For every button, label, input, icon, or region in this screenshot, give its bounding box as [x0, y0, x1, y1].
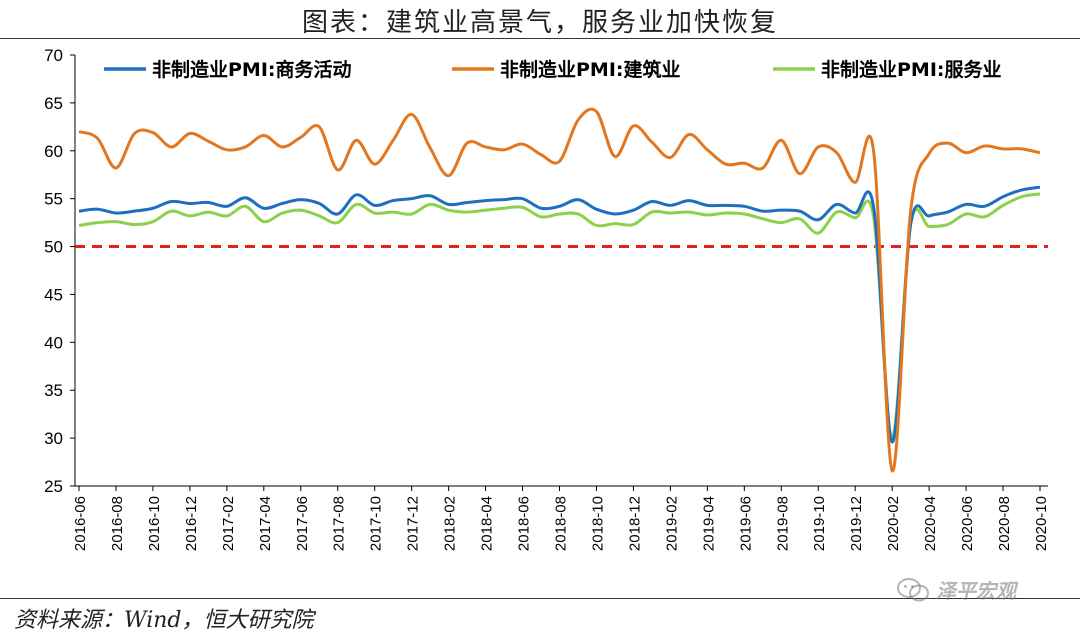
y-tick-label: 55	[44, 190, 63, 209]
x-tick-label: 2018-08	[553, 496, 570, 551]
y-tick-label: 60	[44, 142, 63, 161]
x-tick-label: 2017-10	[368, 496, 385, 551]
watermark: 泽平宏观	[896, 575, 1016, 604]
x-tick-label: 2018-10	[589, 496, 606, 551]
x-tick-label: 2017-12	[405, 496, 422, 551]
x-tick-label: 2018-02	[442, 496, 459, 551]
y-tick-label: 30	[44, 429, 63, 448]
series-line-services	[78, 192, 1041, 439]
x-tick-label: 2017-08	[331, 496, 348, 551]
x-tick-label: 2017-04	[257, 496, 274, 551]
x-tick-label: 2020-02	[885, 496, 902, 551]
x-tick-label: 2018-06	[516, 496, 533, 551]
y-tick-label: 50	[44, 238, 63, 257]
x-tick-label: 2019-06	[737, 496, 754, 551]
x-tick-label: 2017-06	[294, 496, 311, 551]
x-tick-label: 2020-08	[996, 496, 1013, 551]
title-divider	[0, 38, 1080, 39]
legend-label-business-activity: 非制造业PMI:商务活动	[152, 58, 352, 81]
x-tick-label: 2019-12	[848, 496, 865, 551]
x-tick-label: 2016-10	[146, 496, 163, 551]
y-tick-label: 25	[44, 477, 63, 496]
y-tick-label: 45	[44, 285, 63, 304]
x-tick-label: 2020-06	[959, 496, 976, 551]
x-tick-label: 2020-10	[1033, 496, 1050, 551]
x-tick-label: 2019-02	[663, 496, 680, 551]
x-tick-label: 2018-04	[479, 496, 496, 551]
x-tick-label: 2016-08	[109, 496, 126, 551]
pmi-line-chart: 25 30 35 40 45 50 55 60 65 70 2016-06 2016-08 2016-1…	[44, 46, 1050, 551]
legend-label-services: 非制造业PMI:服务业	[821, 58, 1002, 81]
y-tick-label: 70	[44, 46, 63, 65]
y-tick-label: 35	[44, 381, 63, 400]
watermark-text: 泽平宏观	[936, 579, 1016, 603]
y-tick-label: 65	[44, 94, 63, 113]
x-tick-label: 2018-12	[626, 496, 643, 551]
source-divider	[0, 598, 1080, 599]
wechat-icon	[897, 577, 929, 601]
x-tick-label: 2016-06	[72, 496, 89, 551]
x-tick-label: 2020-04	[922, 496, 939, 551]
source-note: 资料来源：Wind，恒大研究院	[14, 608, 314, 633]
legend-label-construction: 非制造业PMI:建筑业	[500, 58, 681, 81]
x-tick-label: 2019-10	[811, 496, 828, 551]
x-tick-label: 2016-12	[183, 496, 200, 551]
x-tick-label: 2019-08	[774, 496, 791, 551]
x-tick-label: 2019-04	[700, 496, 717, 551]
x-tick-label: 2017-02	[220, 496, 237, 551]
chart-title: 图表：建筑业高景气，服务业加快恢复	[301, 8, 778, 38]
y-tick-label: 40	[44, 333, 63, 352]
